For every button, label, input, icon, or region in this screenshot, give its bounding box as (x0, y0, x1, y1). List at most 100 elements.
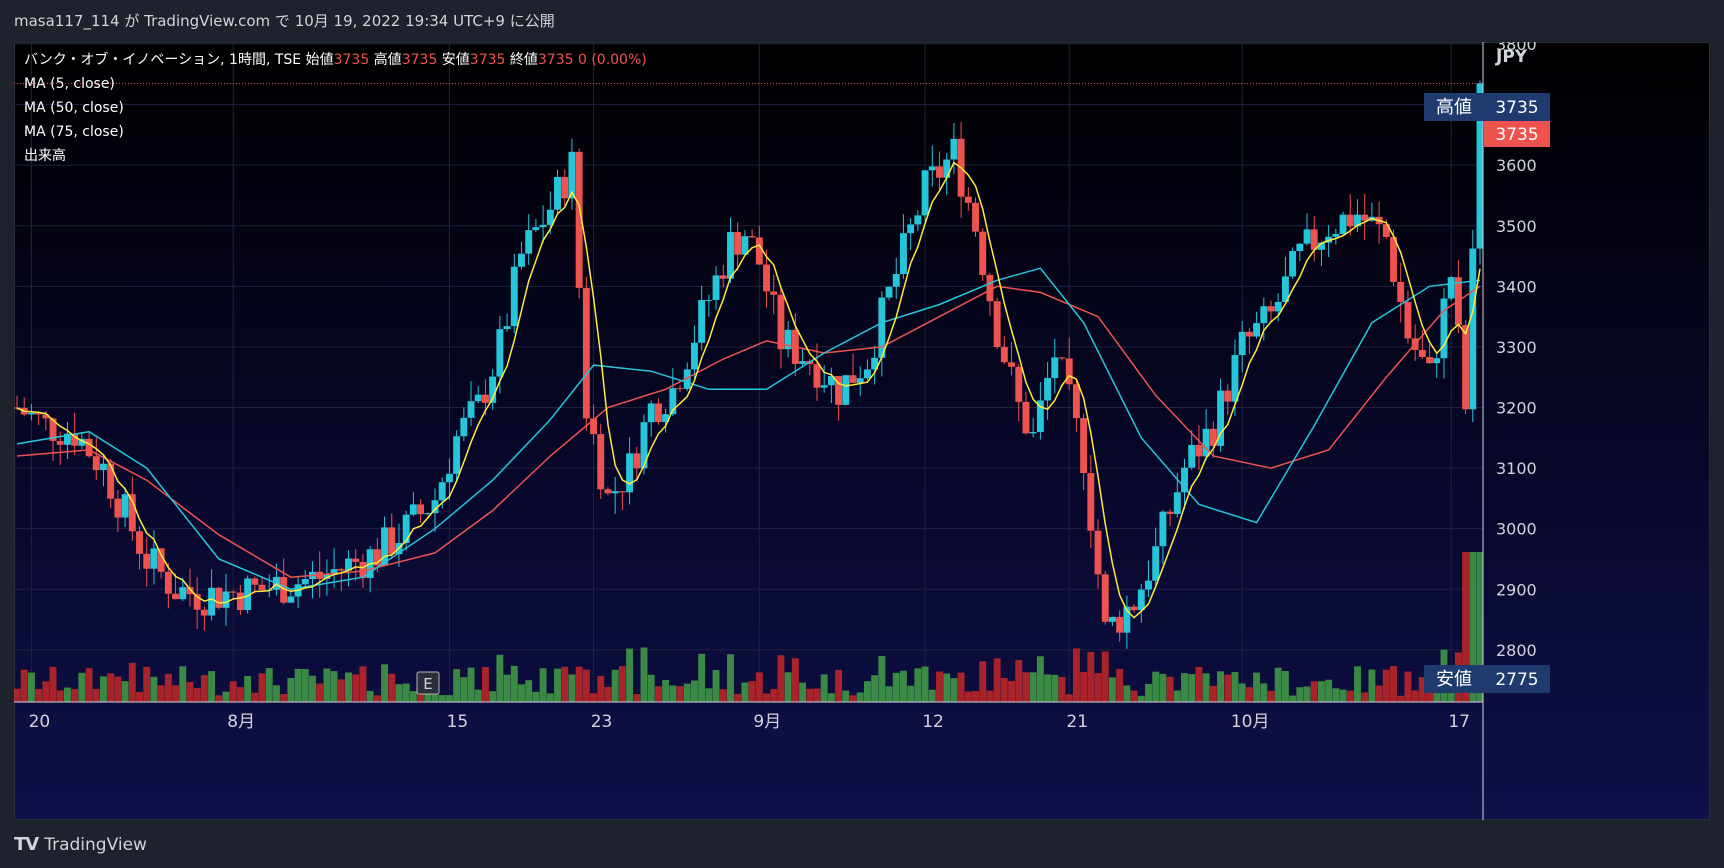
volume-bar (856, 692, 864, 702)
price-tick-label: 3800 (1496, 42, 1537, 54)
volume-bar (885, 686, 893, 702)
time-tick-label: 15 (447, 712, 469, 732)
candle-body (323, 574, 331, 579)
candle-body (654, 403, 662, 423)
candle-body (496, 329, 504, 377)
volume-bar (222, 691, 230, 702)
candle-body (236, 592, 244, 611)
candle-body (936, 166, 943, 178)
volume-bar (395, 684, 403, 702)
volume-bar (1000, 677, 1008, 702)
candle-body (1044, 378, 1052, 401)
volume-bar (1317, 681, 1325, 702)
candle-body (1159, 511, 1167, 547)
volume-bars (14, 552, 1484, 702)
candle-body (49, 418, 57, 441)
candle-body (1397, 281, 1405, 302)
candle-body (1303, 229, 1311, 244)
candle-body (1361, 214, 1369, 221)
candle-body (554, 176, 561, 210)
candle-body (1462, 325, 1470, 410)
candle-body (208, 587, 216, 616)
volume-bar (258, 673, 266, 702)
candle-body (1238, 331, 1246, 356)
candle-body (777, 294, 785, 350)
volume-bar (770, 689, 778, 702)
time-axis: 20 8月 15 23 9月 12 21 10月 17 (29, 712, 1470, 732)
candle-body (409, 504, 417, 515)
volume-bar (1418, 677, 1426, 702)
volume-bar (373, 695, 381, 702)
candle-body (92, 456, 100, 471)
time-tick-label: 17 (1448, 712, 1470, 732)
volume-bar (1159, 673, 1167, 702)
time-tick-label: 23 (591, 712, 613, 732)
volume-bar (806, 688, 814, 702)
volume-bar (78, 672, 86, 702)
volume-bar (690, 680, 698, 702)
candle-body (1195, 444, 1203, 457)
candle-body (1008, 362, 1016, 367)
candle-body (424, 513, 432, 515)
volume-bar (1368, 669, 1376, 702)
last-price-value: 3735 (1495, 125, 1538, 145)
volume-bar (936, 671, 943, 702)
candle-body (1310, 229, 1318, 250)
candle-body (979, 231, 987, 275)
volume-bar (1346, 690, 1354, 702)
volume-bar (359, 666, 367, 702)
candle-body (1354, 214, 1361, 227)
volume-bar (647, 674, 655, 702)
candle-body (525, 230, 533, 254)
price-tick-label: 3500 (1496, 217, 1537, 236)
candle-body (150, 548, 158, 569)
volume-bar (301, 669, 309, 702)
volume-bar (993, 658, 1001, 702)
candle-body (1094, 530, 1102, 575)
volume-bar (1361, 692, 1369, 702)
candle-body (518, 253, 525, 267)
volume-bar (1397, 695, 1405, 702)
candle-body (1058, 357, 1066, 359)
volume-bar (100, 676, 107, 702)
candle-body (719, 275, 727, 279)
candle-body (1332, 233, 1340, 237)
candle-body (417, 504, 425, 515)
candle-body (258, 584, 266, 591)
volume-bar (438, 695, 446, 702)
volume-bar (899, 670, 907, 702)
volume-bar (1238, 683, 1246, 702)
candle-body (1476, 83, 1484, 249)
price-chart[interactable]: 2800290030003100320033003400350036003700… (14, 42, 1710, 820)
earnings-marker[interactable]: E (416, 671, 440, 695)
volume-bar (409, 691, 417, 702)
candle-body (907, 224, 915, 234)
volume-bar (1260, 683, 1268, 702)
volume-bar (568, 674, 576, 702)
candle-body (445, 473, 453, 483)
volume-bar (1354, 666, 1361, 702)
volume-bar (1469, 552, 1477, 702)
volume-bar (143, 666, 151, 702)
volume-bar (957, 672, 965, 702)
volume-bar (337, 679, 345, 702)
volume-bar (431, 692, 439, 702)
candle-body (510, 266, 518, 327)
volume-bar (445, 695, 453, 702)
volume-bar (345, 672, 352, 702)
candle-body (755, 237, 763, 265)
volume-bar (309, 675, 316, 702)
candle-body (748, 236, 756, 238)
candle-body (1209, 428, 1217, 446)
candle-body (489, 376, 497, 403)
volume-bar (863, 681, 871, 702)
volume-bar (1022, 672, 1030, 702)
time-tick-label: 20 (29, 712, 51, 732)
candle-body (1440, 298, 1448, 359)
volume-bar (914, 668, 922, 702)
candle-body (251, 578, 259, 585)
candle-body (431, 500, 439, 514)
candle-body (597, 434, 605, 490)
candle-body (1346, 214, 1354, 227)
candle-body (1087, 473, 1095, 531)
